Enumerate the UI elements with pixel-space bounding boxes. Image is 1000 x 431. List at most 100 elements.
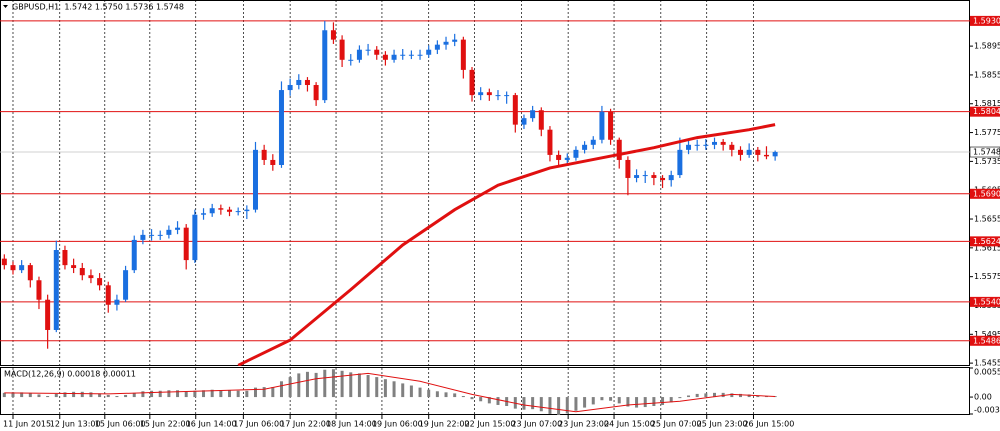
candle-body [227, 209, 233, 212]
level-label: 1.5930 [973, 16, 1000, 25]
macd-bar [444, 392, 448, 398]
candle-body [521, 118, 527, 125]
candle-body [400, 54, 406, 56]
main-frame [0, 0, 970, 366]
candle-body [192, 214, 198, 261]
y-tick-label: 1.5735 [974, 157, 1000, 166]
candle-body [313, 85, 319, 101]
macd-bar [106, 394, 110, 398]
y-tick-label: 0.00553 [974, 368, 1000, 377]
macd-bar [124, 394, 128, 398]
candle-body [374, 49, 380, 55]
x-tick-label: 16 Jun 14:00 [186, 420, 237, 429]
macd-bar [323, 369, 327, 398]
candle-body [712, 141, 718, 145]
x-tick-label: 23 Jun 23:00 [558, 420, 609, 429]
macd-bar [427, 389, 431, 398]
macd-bar [730, 393, 734, 398]
macd-bar [626, 397, 630, 407]
macd-bar [28, 392, 32, 398]
macd-bar [695, 393, 699, 398]
candle-body [114, 299, 120, 305]
candle-body [1, 258, 7, 266]
menu-arrow[interactable] [3, 5, 8, 8]
last-price-label: 1.5748 [973, 148, 1000, 157]
x-tick-label: 19 Jun 22:00 [419, 420, 470, 429]
macd-bar [279, 381, 283, 398]
macd-bar [193, 390, 197, 398]
y-tick-label: 1.5895 [974, 42, 1000, 51]
axes: 1.58951.58551.58151.57751.57351.56951.56… [3, 15, 1000, 429]
macd-title: MACD(12,26,9) 0.00018 0.00011 [4, 370, 136, 379]
macd-bar [2, 392, 6, 398]
macd-bar [470, 397, 474, 400]
macd-bar [479, 397, 483, 402]
candle-body [686, 144, 692, 150]
candle-body [27, 265, 33, 281]
candle-body [175, 227, 181, 230]
candle-body [278, 90, 284, 165]
macd-bar [687, 395, 691, 398]
candle-body [348, 59, 354, 61]
macd-bar [54, 393, 58, 398]
candle-body [45, 299, 51, 330]
macd-bar [383, 379, 387, 398]
price-panel [0, 0, 970, 366]
candle-body [469, 69, 475, 96]
macd-bar [115, 396, 119, 398]
candle-body [10, 265, 16, 271]
macd-bar [574, 397, 578, 411]
macd-bar [245, 390, 249, 398]
candle-body [183, 227, 189, 261]
macd-bar [158, 390, 162, 398]
candle-body [36, 280, 42, 300]
macd-bar [453, 393, 457, 398]
level-label: 1.5804 [973, 107, 1000, 116]
x-tick-label: 22 Jun 15:00 [465, 420, 516, 429]
candle-body [582, 144, 588, 150]
candle-body [322, 30, 328, 101]
macd-bar [704, 393, 708, 398]
candle-body [547, 129, 553, 155]
macd-bar [184, 391, 188, 398]
candle-body [408, 54, 414, 56]
candle-body [382, 54, 388, 60]
x-tick-label: 12 Jun 13:00 [50, 420, 101, 429]
x-tick-label: 25 Jun 23:00 [697, 420, 748, 429]
candle-body [651, 175, 657, 178]
x-tick-label: 17 Jun 06:00 [233, 420, 284, 429]
macd-bar [366, 374, 370, 398]
candle-body [763, 154, 769, 157]
candle-body [105, 285, 111, 305]
candle-body [356, 49, 362, 60]
candle-body [287, 85, 293, 91]
level-label: 1.5540 [973, 297, 1000, 306]
level-box [970, 335, 1000, 346]
macd-bar [738, 393, 742, 398]
macd-bar [305, 371, 309, 398]
level-box [970, 15, 1000, 26]
macd-frame [0, 367, 970, 415]
candle-body [720, 141, 726, 145]
candle-body [417, 54, 423, 56]
candle-body [365, 49, 371, 51]
macd-bar [297, 373, 301, 398]
macd-bar [331, 369, 335, 398]
macd-bar [756, 395, 760, 398]
level-box [970, 296, 1000, 307]
chart-title: GBPUSD,H1 1.5742 1.5750 1.5736 1.5748 [12, 3, 184, 12]
macd-bar [609, 397, 613, 401]
level-box [970, 188, 1000, 199]
macd-bar [89, 392, 93, 398]
macd-bar [409, 385, 413, 398]
candle-body [88, 275, 94, 279]
macd-bar [557, 397, 561, 415]
candle-body [486, 92, 492, 96]
level-label: 1.5690 [973, 189, 1000, 198]
macd-bar [72, 391, 76, 398]
macd-bar [219, 390, 223, 398]
macd-panel [2, 368, 777, 415]
x-tick-label: 11 Jun 2015 [3, 420, 51, 429]
candle-body [608, 111, 614, 140]
candle-body [729, 144, 735, 150]
